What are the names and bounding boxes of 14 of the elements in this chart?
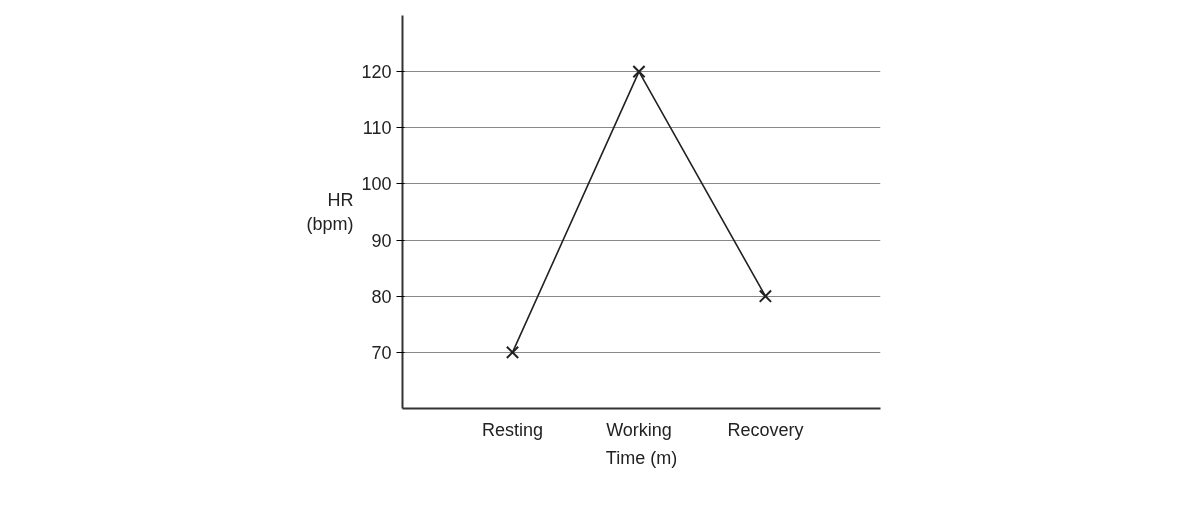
y-tick-label: 90 — [371, 230, 392, 251]
y-tick-label: 100 — [361, 174, 392, 195]
point — [505, 345, 520, 360]
y-tick-label: 70 — [371, 342, 392, 363]
x-tick-label: Recovery — [727, 419, 804, 440]
x-tick-label: Resting — [482, 419, 544, 440]
point — [632, 64, 646, 79]
y-tick-label: 80 — [371, 286, 392, 307]
point — [758, 289, 773, 303]
y-tick-label: 120 — [361, 62, 392, 83]
y-axis-title: HR (bpm) — [306, 190, 354, 234]
x-axis-title: Time (m) — [605, 447, 678, 468]
y-tick-label: 110 — [362, 118, 392, 139]
x-tick-label: Working — [606, 419, 672, 440]
